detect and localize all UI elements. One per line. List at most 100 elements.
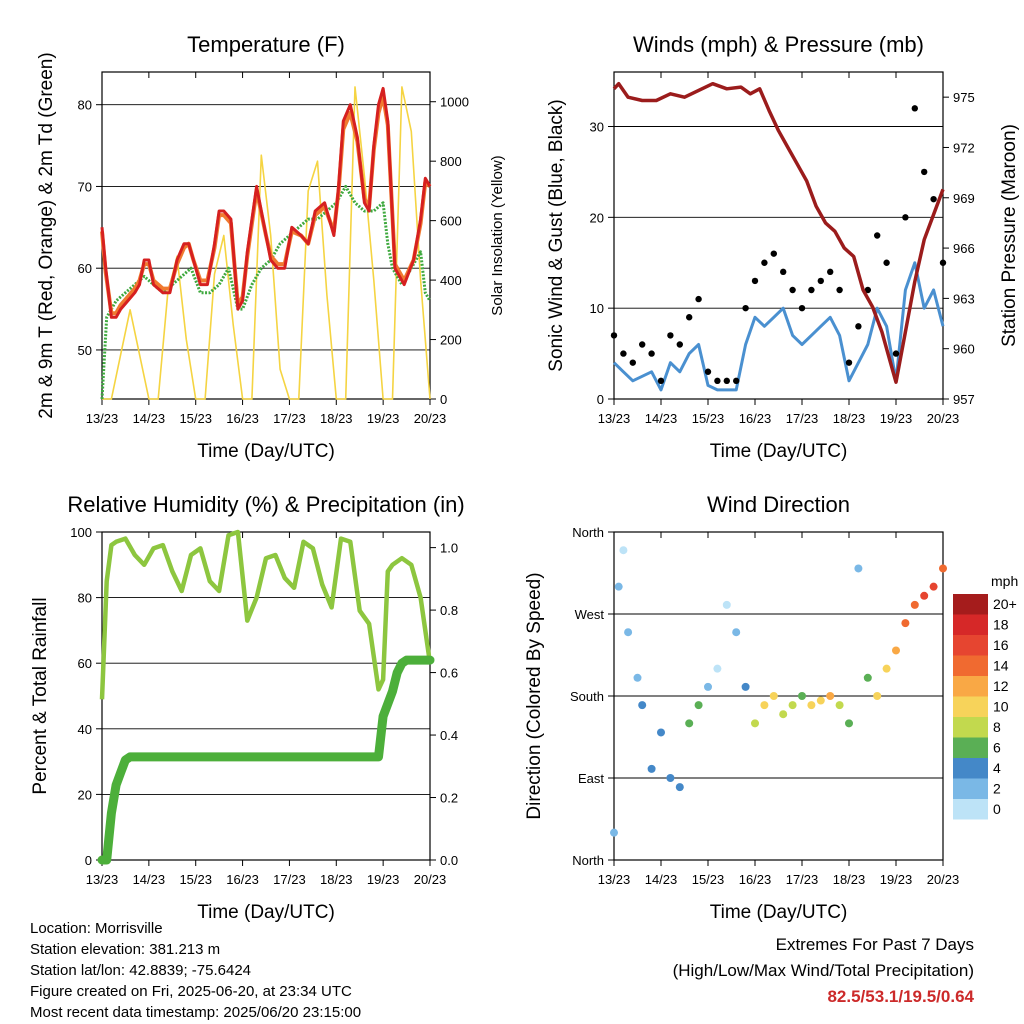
rh-ytick-label: 40 <box>78 722 92 737</box>
dir-point <box>901 619 910 628</box>
dir-legend-swatch <box>953 717 988 738</box>
dir-xlabel: Time (Day/UTC) <box>710 902 848 923</box>
dir-xtick-label: 14/23 <box>645 872 678 887</box>
winds-wind-series <box>612 261 945 392</box>
temp-2m-series <box>100 86 432 319</box>
rh-xtick-label: 15/23 <box>179 872 212 887</box>
dir-point <box>779 710 788 719</box>
dir-legend-swatch <box>953 594 988 615</box>
dir-point <box>798 692 806 700</box>
rh-ytick-label: 0 <box>85 853 92 868</box>
dir-xtick-label: 16/23 <box>739 872 772 887</box>
winds-gust-point <box>667 332 674 339</box>
winds-xtick-label: 16/23 <box>739 411 772 426</box>
station-elevation: Station elevation: 381.213 m <box>30 941 221 958</box>
temp-xtick-label: 19/23 <box>367 411 400 426</box>
rh-xtick-label: 17/23 <box>273 872 306 887</box>
winds-gust-point <box>827 268 834 276</box>
temp-y2tick-label: 600 <box>440 214 462 229</box>
winds-plot-frame <box>613 71 944 400</box>
dir-point <box>675 783 684 792</box>
dir-ytick-label: West <box>575 607 605 622</box>
winds-ytick-label: 10 <box>590 301 604 316</box>
dir-legend-label: 12 <box>993 678 1009 694</box>
rh-xtick-label: 19/23 <box>367 872 400 887</box>
dir-legend-label: 20+ <box>993 596 1017 612</box>
winds-gust-point <box>742 304 749 312</box>
winds-gust-point <box>686 314 693 321</box>
dir-point <box>751 719 759 728</box>
winds-gust-point <box>723 377 730 385</box>
dir-point <box>892 646 900 655</box>
dir-legend-swatch <box>953 696 988 717</box>
dir-legend-label: 14 <box>993 658 1009 674</box>
winds-gust-point <box>892 350 900 357</box>
dir-point <box>619 546 628 555</box>
rh-y2tick-label: 0.2 <box>440 791 458 806</box>
dir-title: Wind Direction <box>707 492 850 517</box>
dir-point <box>826 692 835 700</box>
dir-point <box>835 701 844 710</box>
dir-legend-swatch <box>953 614 988 635</box>
figure-created: Figure created on Fri, 2025-06-20, at 23… <box>30 983 352 1000</box>
dir-legend-swatch <box>953 778 988 799</box>
temp-xtick-label: 14/23 <box>133 411 166 426</box>
station-latlon: Station lat/lon: 42.8839; -75.6424 <box>30 962 252 979</box>
winds-gust-point <box>836 286 843 294</box>
winds-gust-point <box>648 350 655 357</box>
dir-point <box>788 701 797 710</box>
dir-point <box>638 701 647 710</box>
winds-xtick-label: 20/23 <box>927 411 960 426</box>
rh-y2tick-label: 1.0 <box>440 541 458 556</box>
winds-gust-point <box>855 323 862 330</box>
winds-xtick-label: 14/23 <box>645 411 678 426</box>
dir-legend-label: 18 <box>993 617 1009 633</box>
rh-y2tick-label: 0.0 <box>440 853 458 868</box>
temp-y2tick-label: 1000 <box>440 95 469 110</box>
extremes-block: Extremes For Past 7 Days (High/Low/Max W… <box>673 932 974 1010</box>
dir-point <box>854 564 863 573</box>
winds-gust-point <box>874 232 881 239</box>
winds-gust-point <box>761 259 768 266</box>
dir-point <box>666 774 675 782</box>
dir-point <box>816 696 825 705</box>
rh-ytick-label: 60 <box>78 656 92 671</box>
winds-gust-point <box>789 286 796 294</box>
winds-gust-point <box>704 368 712 375</box>
rh-xtick-label: 16/23 <box>226 872 259 887</box>
winds-gust-point <box>911 105 918 112</box>
extremes-values: 82.5/53.1/19.5/0.64 <box>827 987 974 1006</box>
dir-point <box>769 692 778 700</box>
winds-ytick-label: 0 <box>597 392 604 407</box>
winds-pressure-series <box>612 81 945 384</box>
temp-y2tick-label: 800 <box>440 154 462 169</box>
dir-legend-label: 6 <box>993 740 1001 756</box>
dir-legend-label: 0 <box>993 801 1001 817</box>
winds-gust-point <box>629 359 636 366</box>
rh-ytick-label: 20 <box>78 787 92 802</box>
winds-y2tick-label: 966 <box>953 241 975 256</box>
dir-point <box>845 719 853 728</box>
winds-gust-point <box>620 350 627 357</box>
dir-legend-label: 10 <box>993 699 1009 715</box>
winds-gust-point <box>883 259 890 266</box>
dir-xtick-label: 18/23 <box>833 872 866 887</box>
dir-legend-label: 4 <box>993 760 1001 776</box>
rh-xlabel: Time (Day/UTC) <box>197 902 335 923</box>
dir-legend-swatch <box>953 799 988 820</box>
winds-y2tick-label: 975 <box>953 90 975 105</box>
dir-point <box>694 701 703 710</box>
rh-xtick-label: 18/23 <box>320 872 353 887</box>
winds-gust-point <box>695 295 702 303</box>
dir-xtick-label: 17/23 <box>786 872 819 887</box>
dir-point <box>732 628 741 637</box>
temp-xtick-label: 15/23 <box>179 411 212 426</box>
rh-y2tick-label: 0.8 <box>440 603 458 618</box>
winds-gust-point <box>930 195 937 203</box>
dir-point <box>873 692 882 700</box>
station-info: Location: Morrisville Station elevation:… <box>30 918 361 1023</box>
temp-solar-series <box>102 86 431 400</box>
dir-point <box>704 682 712 691</box>
rh-ylabel: Percent & Total Rainfall <box>30 597 51 794</box>
